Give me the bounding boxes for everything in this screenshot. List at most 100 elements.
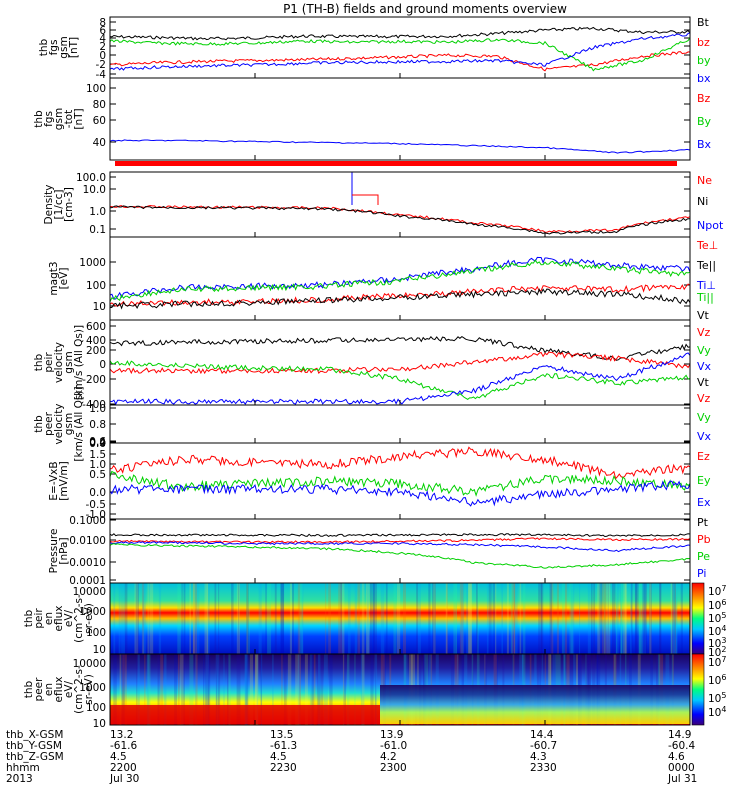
spectrogram-stripe — [142, 583, 145, 654]
spectrogram-stripe — [417, 583, 421, 654]
x-tick-label: 13.2 — [110, 729, 133, 741]
y-tick-label: 0 — [99, 50, 106, 62]
colorbar-label: 104 — [708, 624, 726, 638]
spectrogram-stripe — [597, 583, 601, 654]
spectrogram-stripe — [476, 583, 478, 654]
y-tick-label: 100 — [86, 83, 106, 95]
colorbar-strip — [691, 653, 705, 726]
spectrogram-stripe — [328, 583, 331, 654]
y-tick-label: 1.0 — [89, 403, 106, 415]
chart-title: P1 (TH-B) fields and ground moments over… — [283, 2, 567, 16]
spectrogram-stripe — [228, 654, 231, 725]
y-tick-label: 400 — [86, 335, 106, 347]
spectrogram-stripe — [292, 583, 294, 654]
ylabel-line: gsm — [63, 351, 75, 373]
y-tick-label: 1000 — [79, 606, 106, 618]
spectrogram-stripe — [255, 654, 258, 725]
spectrogram-stripe — [495, 583, 497, 654]
spectrogram-stripe — [370, 654, 374, 725]
colorbar-label: 105 — [708, 611, 726, 625]
spectrogram-stripe — [673, 583, 678, 654]
x-axis-labels: thb_X-GSMthb_Y-GSMthb_Z-GSMhhmm201313.2-… — [6, 729, 697, 785]
legend-By: By — [697, 115, 712, 128]
spectrogram-stripe — [459, 583, 464, 654]
legend-Vy: Vy — [697, 411, 711, 424]
y-tick-label: 0.4 — [89, 437, 106, 449]
spectrogram-stripe — [195, 654, 198, 725]
spectrogram-stripe — [561, 583, 565, 654]
y-tick-label: 4 — [99, 33, 106, 45]
spectrogram-stripe — [179, 654, 184, 725]
y-tick-label: 40 — [93, 137, 106, 149]
legend-Ey: Ey — [697, 474, 711, 487]
spectrogram-stripe — [205, 654, 210, 725]
y-tick-label: 1.0 — [89, 459, 106, 471]
spectrogram-stripe — [675, 583, 678, 654]
spectrogram-stripe — [323, 654, 328, 725]
y-tick-label: 0 — [99, 359, 106, 371]
legend-Ni: Ni — [697, 195, 708, 208]
spectrogram-hot-region — [110, 705, 380, 724]
colorbar-exponent: 2 — [721, 645, 726, 654]
ylabel-line: [eV] — [58, 268, 70, 290]
spectrogram-stripe — [468, 583, 473, 654]
colorbar-exponent: 3 — [721, 636, 726, 645]
colorbar-label: 107 — [708, 584, 726, 598]
spectrogram-stripe — [476, 583, 479, 654]
spectrogram-stripe — [147, 654, 151, 725]
ylabel-line: E=-VxB — [48, 461, 60, 500]
x-tick-label: 14.4 — [530, 729, 554, 741]
spectrogram-stripe — [227, 654, 229, 725]
ylabel-line: eflux — [53, 606, 65, 632]
spectrogram-stripe — [375, 654, 377, 725]
legend-Vz: Vz — [697, 392, 711, 405]
series-line-Vt — [109, 335, 691, 361]
x-tick-label: 4.5 — [110, 751, 127, 763]
spectrogram-background — [110, 583, 690, 654]
spectrogram-stripe — [118, 583, 121, 654]
spectrogram-stripe — [304, 654, 308, 725]
colorbar-base: 10 — [708, 675, 721, 687]
spectrogram-stripe — [347, 654, 350, 725]
y-tick-label: 10000 — [73, 658, 106, 670]
spectrogram-stripe — [570, 583, 575, 654]
spectrogram-stripe — [670, 583, 673, 654]
spectrogram-stripe — [160, 654, 164, 725]
series-line-Ey — [109, 470, 691, 497]
colorbar-label: 106 — [708, 673, 726, 687]
legend-Vt: Vt — [697, 309, 710, 322]
y-tick-label: 0.2 — [89, 437, 106, 449]
colorbar-exponent: 5 — [721, 691, 726, 700]
panel-frame — [109, 319, 691, 406]
spectrogram-stripe — [433, 583, 436, 654]
y-tick-label: -400 — [82, 399, 106, 411]
legend-Vy: Vy — [697, 344, 711, 357]
panel-density: Density[1/cc][cm-3]100.010.0 1.0 0.1 Ne Ni Np… — [43, 172, 724, 236]
legend-Ti⊥: Ti⊥ — [696, 279, 716, 292]
spectrogram-stripe — [538, 583, 543, 654]
series-line-Ti|| — [109, 259, 691, 302]
spectrogram-stripe — [342, 583, 345, 654]
series-line-by — [109, 37, 691, 72]
spectrogram-stripe — [635, 583, 639, 654]
spectrogram-stripe — [556, 583, 559, 654]
y-tick-label: 80 — [93, 99, 106, 111]
colorbar-base: 10 — [708, 626, 721, 638]
x-tick-label: -61.3 — [270, 740, 297, 752]
legend-Ex: Ex — [697, 496, 711, 509]
y-tick-label: 0.6 — [89, 436, 106, 448]
spectrogram-9 — [110, 654, 690, 725]
legend-Pi: Pi — [697, 567, 706, 580]
spectrogram-stripe — [309, 654, 313, 725]
spectrogram-stripe — [183, 583, 186, 654]
y-tick-label: 600 — [86, 321, 106, 333]
x-tick-label: 2330 — [530, 762, 557, 774]
ylabel-line: [nPa] — [58, 537, 70, 564]
spectrogram-stripe — [541, 583, 544, 654]
spectrogram-stripe — [299, 583, 303, 654]
series-line-Ti⊥ — [109, 256, 691, 300]
spectrogram-stripe — [142, 583, 146, 654]
spectrogram-stripe — [157, 654, 160, 725]
spectrogram-stripe — [313, 654, 316, 725]
